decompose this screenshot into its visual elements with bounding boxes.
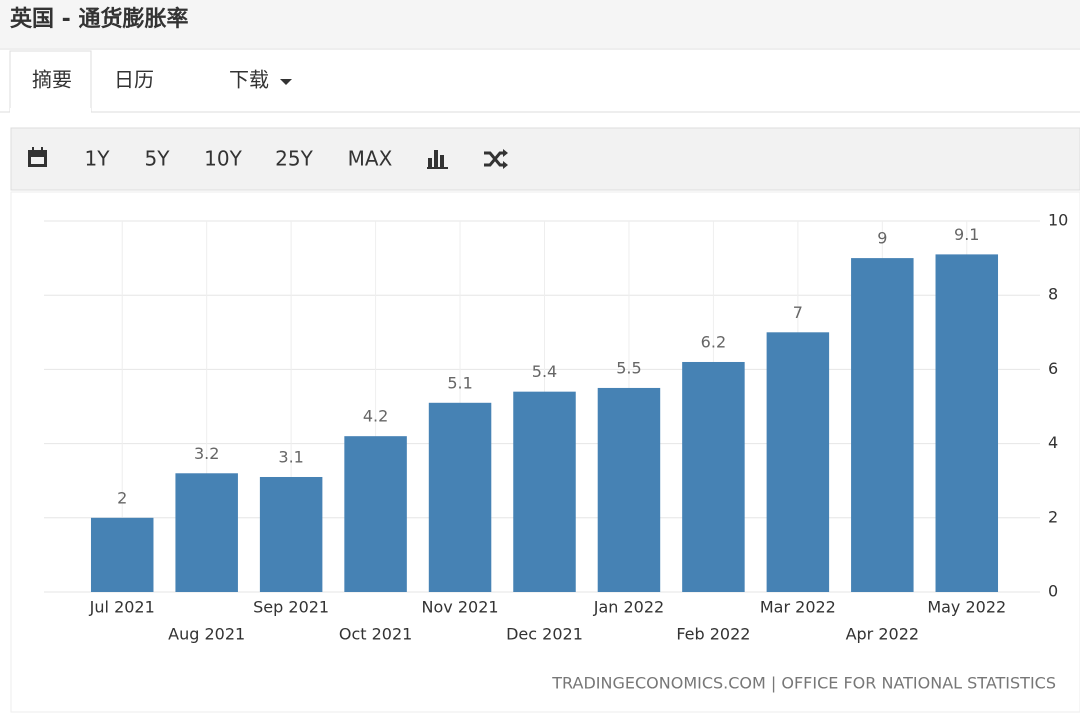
bar bbox=[428, 402, 492, 592]
bar bbox=[259, 476, 323, 592]
x-tick-label: Apr 2022 bbox=[846, 625, 919, 644]
value-label: 9.1 bbox=[954, 225, 979, 244]
y-tick-label: 6 bbox=[1048, 359, 1058, 378]
x-tick-label: Aug 2021 bbox=[168, 625, 245, 644]
range-button[interactable]: 1Y bbox=[85, 147, 111, 171]
bar bbox=[344, 436, 407, 592]
bar bbox=[935, 254, 999, 592]
y-tick-label: 2 bbox=[1048, 507, 1058, 526]
value-label: 5.1 bbox=[447, 373, 472, 392]
value-label: 4.2 bbox=[363, 407, 388, 426]
value-label: 5.4 bbox=[532, 362, 557, 381]
x-tick-label: Dec 2021 bbox=[506, 625, 583, 644]
bar bbox=[682, 361, 745, 592]
x-tick-label: Jul 2021 bbox=[89, 598, 155, 617]
x-tick-label: Feb 2022 bbox=[676, 625, 750, 644]
tab[interactable]: 下载 bbox=[229, 68, 269, 92]
x-tick-label: Mar 2022 bbox=[760, 598, 836, 617]
range-button[interactable]: 10Y bbox=[204, 147, 242, 171]
dropdown-caret[interactable] bbox=[280, 79, 292, 85]
bar bbox=[766, 332, 830, 592]
tab-cover bbox=[10, 108, 91, 114]
chart-frame bbox=[10, 191, 1080, 713]
x-tick-label: Sep 2021 bbox=[253, 598, 329, 617]
y-tick-label: 10 bbox=[1048, 211, 1068, 230]
x-tick-label: Nov 2021 bbox=[422, 598, 499, 617]
active-tab[interactable] bbox=[9, 50, 92, 112]
range-button[interactable]: 5Y bbox=[145, 147, 171, 171]
shuffle-icon[interactable] bbox=[484, 149, 508, 169]
bar bbox=[597, 387, 661, 592]
x-tick-label: May 2022 bbox=[927, 598, 1006, 617]
x-tick-label: Oct 2021 bbox=[339, 625, 412, 644]
source: TRADINGECONOMICS.COM | OFFICE FOR NATION… bbox=[551, 674, 1056, 693]
value-label: 5.5 bbox=[616, 358, 641, 377]
range-button[interactable]: MAX bbox=[348, 147, 393, 171]
value-label: 6.2 bbox=[701, 332, 726, 351]
x-tick-label: Jan 2022 bbox=[593, 598, 664, 617]
header-bar bbox=[0, 0, 1080, 48]
toolbar bbox=[10, 127, 1080, 191]
tab[interactable]: 日历 bbox=[114, 68, 154, 92]
calendar-icon[interactable] bbox=[28, 147, 47, 167]
y-tick-label: 0 bbox=[1048, 582, 1058, 601]
value-label: 3.2 bbox=[194, 444, 219, 463]
bar bbox=[851, 258, 914, 592]
value-label: 9 bbox=[877, 229, 887, 248]
y-tick-label: 8 bbox=[1048, 285, 1058, 304]
value-label: 2 bbox=[117, 488, 127, 507]
page-title: 英国 - 通货膨胀率 bbox=[10, 6, 188, 32]
range-button[interactable]: 25Y bbox=[275, 147, 313, 171]
bar-chart-icon[interactable] bbox=[427, 150, 448, 169]
value-label: 3.1 bbox=[278, 447, 303, 466]
bar bbox=[175, 473, 238, 592]
y-tick-label: 4 bbox=[1048, 433, 1058, 452]
bar bbox=[513, 391, 576, 592]
tab[interactable]: 摘要 bbox=[32, 68, 72, 92]
bar bbox=[90, 517, 154, 592]
value-label: 7 bbox=[793, 303, 803, 322]
